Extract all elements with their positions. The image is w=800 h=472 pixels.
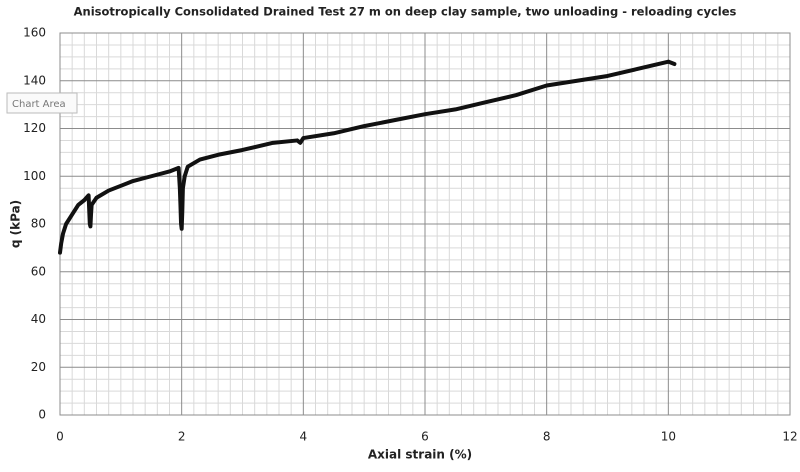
chart-title: Anisotropically Consolidated Drained Tes…	[74, 5, 737, 19]
y-tick-label: 100	[23, 169, 46, 183]
x-tick-label: 4	[300, 430, 308, 444]
y-tick-label: 120	[23, 121, 46, 135]
x-tick-label: 0	[56, 430, 64, 444]
plot-border	[59, 32, 791, 416]
data-line	[58, 59, 677, 255]
x-tick-label: 10	[661, 430, 676, 444]
y-axis-label: q (kPa)	[9, 200, 23, 248]
y-tick-label: 160	[23, 26, 46, 40]
y-tick-label: 0	[38, 408, 46, 422]
x-tick-label: 12	[782, 430, 797, 444]
y-tick-label: 20	[31, 360, 46, 374]
x-tick-label: 2	[178, 430, 186, 444]
x-tick-label: 8	[543, 430, 551, 444]
y-tick-label: 60	[31, 264, 46, 278]
y-tick-label: 80	[31, 217, 46, 231]
y-tick-label: 140	[23, 73, 46, 87]
tooltip: Chart Area	[12, 99, 66, 110]
x-axis-label: Axial strain (%)	[368, 448, 472, 462]
x-tick-label: 6	[421, 430, 429, 444]
tooltip-box	[6, 92, 78, 114]
y-tick-label: 40	[31, 312, 46, 326]
